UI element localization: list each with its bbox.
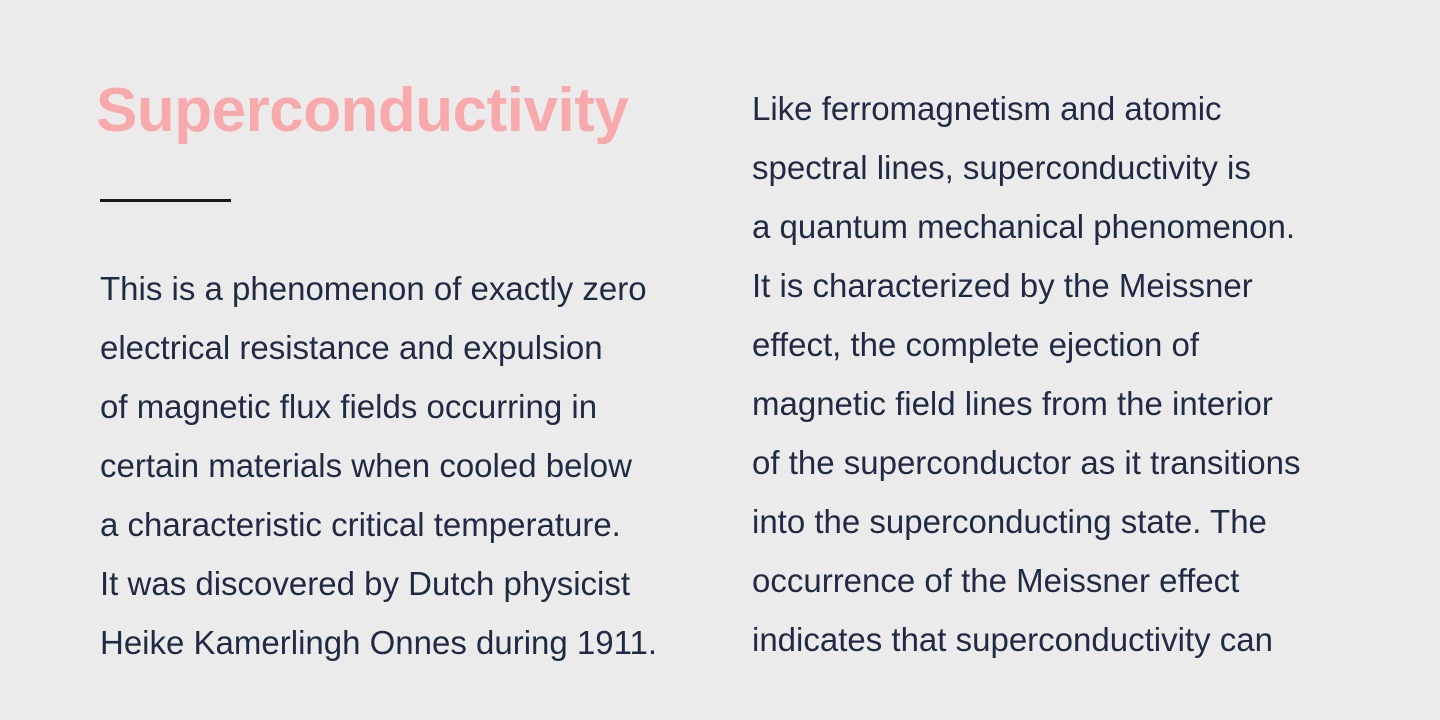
text-line: certain materials when cooled below [100, 447, 632, 484]
text-line: indicates that superconductivity can [752, 621, 1273, 658]
left-paragraph: This is a phenomenon of exactly zero ele… [100, 259, 720, 672]
text-line: electrical resistance and expulsion [100, 329, 603, 366]
text-line: Heike Kamerlingh Onnes during 1911. [100, 624, 658, 661]
text-line: a characteristic critical temperature. [100, 506, 621, 543]
text-line: into the superconducting state. The [752, 503, 1267, 540]
text-line: It was discovered by Dutch physicist [100, 565, 631, 602]
text-line: of magnetic flux fields occurring in [100, 388, 598, 425]
text-line: a quantum mechanical phenomenon. [752, 208, 1296, 245]
text-line: occurrence of the Meissner effect [752, 562, 1240, 599]
right-paragraph: Like ferromagnetism and atomic spectral … [752, 79, 1392, 669]
right-column: Like ferromagnetism and atomic spectral … [752, 79, 1392, 669]
text-line: This is a phenomenon of exactly zero [100, 270, 647, 307]
text-line: effect, the complete ejection of [752, 326, 1199, 363]
left-column: This is a phenomenon of exactly zero ele… [100, 259, 720, 672]
text-line: spectral lines, superconductivity is [752, 149, 1251, 186]
text-line: magnetic field lines from the interior [752, 385, 1273, 422]
text-line: Like ferromagnetism and atomic [752, 90, 1222, 127]
page-title: Superconductivity [96, 76, 629, 145]
text-line: of the superconductor as it transitions [752, 444, 1301, 481]
title-underline-rule [100, 199, 231, 202]
text-line: It is characterized by the Meissner [752, 267, 1253, 304]
